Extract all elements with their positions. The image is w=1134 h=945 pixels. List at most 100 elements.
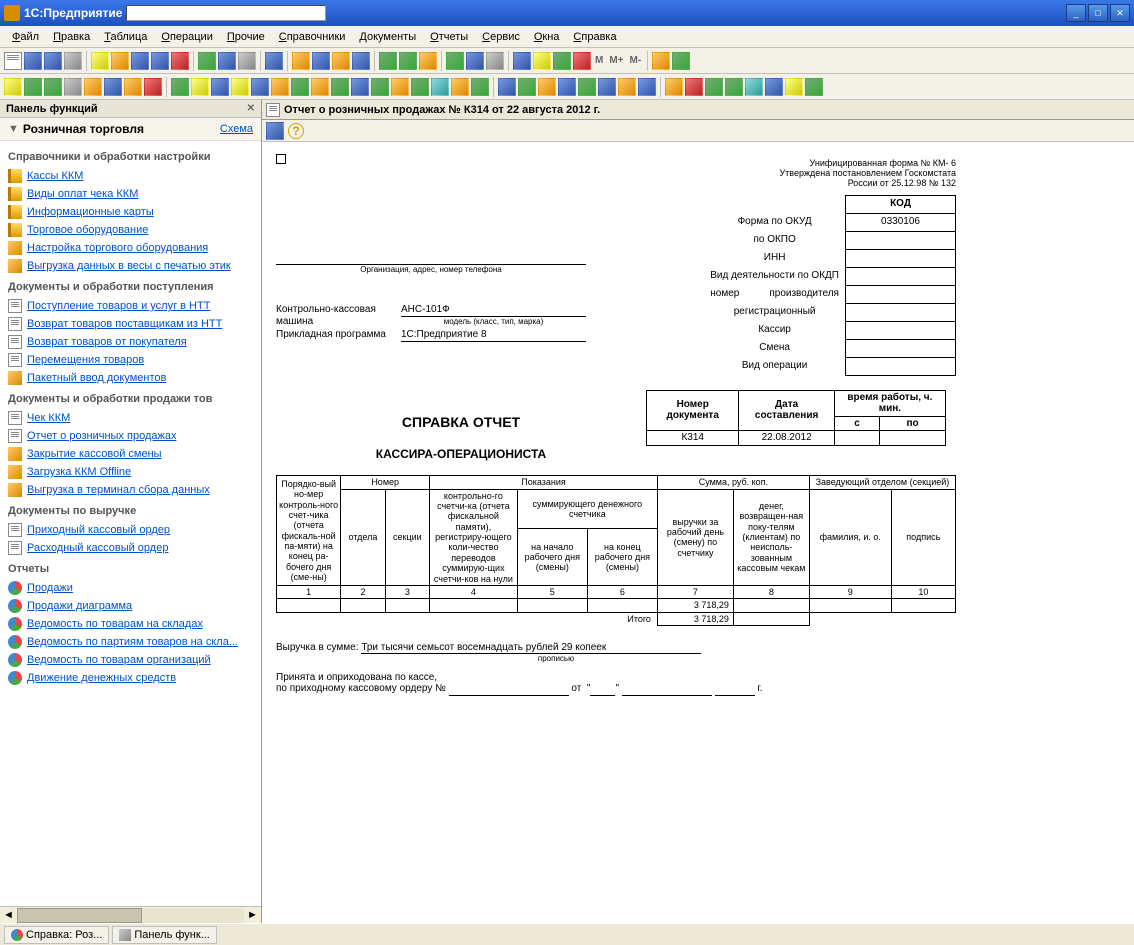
toolbar-icon[interactable] — [44, 78, 62, 96]
toolbar-icon[interactable] — [211, 78, 229, 96]
sidebar-item[interactable]: Закрытие кассовой смены — [2, 445, 259, 463]
toolbar-icon[interactable] — [104, 78, 122, 96]
sidebar-item[interactable]: Торговое оборудование — [2, 221, 259, 239]
toolbar-icon[interactable] — [451, 78, 469, 96]
toolbar-icon[interactable] — [705, 78, 723, 96]
sidebar-item[interactable]: Ведомость по партиям товаров на скла... — [2, 633, 259, 651]
sidebar-item-link[interactable]: Ведомость по товарам организаций — [27, 654, 211, 666]
toolbar-icon[interactable] — [553, 52, 571, 70]
sidebar-item-link[interactable]: Ведомость по товарам на складах — [27, 618, 203, 630]
maximize-button[interactable]: □ — [1088, 4, 1108, 22]
sidebar-item-link[interactable]: Кассы ККМ — [27, 170, 83, 182]
sidebar-item-link[interactable]: Виды оплат чека ККМ — [27, 188, 138, 200]
toolbar-icon[interactable] — [151, 52, 169, 70]
toolbar-icon[interactable] — [24, 52, 42, 70]
toolbar-icon[interactable] — [171, 52, 189, 70]
taskbar-button[interactable]: Справка: Роз... — [4, 926, 109, 944]
toolbar-icon[interactable] — [578, 78, 596, 96]
menu-windows[interactable]: Окна — [528, 29, 566, 45]
toolbar-icon[interactable] — [399, 52, 417, 70]
sidebar-item-link[interactable]: Отчет о розничных продажах — [27, 430, 176, 442]
toolbar-icon[interactable] — [745, 78, 763, 96]
sidebar-item[interactable]: Виды оплат чека ККМ — [2, 185, 259, 203]
sidebar-item-link[interactable]: Возврат товаров от покупателя — [27, 336, 187, 348]
menu-file[interactable]: Файл — [6, 29, 45, 45]
toolbar-icon[interactable] — [665, 78, 683, 96]
sidebar-item[interactable]: Чек ККМ — [2, 409, 259, 427]
sidebar-h-scrollbar[interactable]: ◄ ► — [0, 906, 261, 923]
toolbar-icon[interactable] — [466, 52, 484, 70]
sidebar-item[interactable]: Ведомость по товарам на складах — [2, 615, 259, 633]
sidebar-item-link[interactable]: Ведомость по партиям товаров на скла... — [27, 636, 238, 648]
toolbar-icon[interactable] — [486, 52, 504, 70]
toolbar-icon[interactable] — [498, 78, 516, 96]
sidebar-item-link[interactable]: Продажи — [27, 582, 73, 594]
menu-edit[interactable]: Правка — [47, 29, 96, 45]
sidebar-item-link[interactable]: Поступление товаров и услуг в НТТ — [27, 300, 210, 312]
sidebar-scheme-link[interactable]: Схема — [220, 123, 253, 135]
toolbar-icon[interactable] — [218, 52, 236, 70]
toolbar-icon[interactable] — [805, 78, 823, 96]
toolbar-icon[interactable] — [638, 78, 656, 96]
titlebar-search-input[interactable] — [126, 5, 326, 21]
toolbar-icon[interactable] — [598, 78, 616, 96]
sidebar-item[interactable]: Информационные карты — [2, 203, 259, 221]
toolbar-icon[interactable] — [311, 78, 329, 96]
sidebar-item-link[interactable]: Торговое оборудование — [27, 224, 148, 236]
toolbar-icon[interactable] — [91, 52, 109, 70]
toolbar-icon[interactable] — [471, 78, 489, 96]
menu-catalogs[interactable]: Справочники — [273, 29, 352, 45]
sidebar-item[interactable]: Выгрузка данных в весы с печатью этик — [2, 257, 259, 275]
sidebar-pane-header[interactable]: ▼ Розничная торговля Схема — [0, 118, 261, 141]
sidebar-item[interactable]: Возврат товаров от покупателя — [2, 333, 259, 351]
sidebar-item-link[interactable]: Расходный кассовый ордер — [27, 542, 168, 554]
toolbar-icon[interactable] — [371, 78, 389, 96]
toolbar-icon[interactable] — [265, 52, 283, 70]
sidebar-item[interactable]: Настройка торгового оборудования — [2, 239, 259, 257]
toolbar-memory-Mminus[interactable]: M- — [628, 55, 644, 66]
toolbar-icon[interactable] — [558, 78, 576, 96]
sidebar-item-link[interactable]: Информационные карты — [27, 206, 154, 218]
toolbar-memory-Mplus[interactable]: M+ — [607, 55, 625, 66]
toolbar-icon[interactable] — [533, 52, 551, 70]
sidebar-item[interactable]: Пакетный ввод документов — [2, 369, 259, 387]
toolbar-icon[interactable] — [672, 52, 690, 70]
doc-print-icon[interactable] — [266, 122, 284, 140]
toolbar-icon[interactable] — [124, 78, 142, 96]
toolbar-memory-M[interactable]: M — [593, 55, 605, 66]
sidebar-item[interactable]: Приходный кассовый ордер — [2, 521, 259, 539]
sidebar-item[interactable]: Продажи — [2, 579, 259, 597]
toolbar-icon[interactable] — [725, 78, 743, 96]
sidebar-item-link[interactable]: Движение денежных средств — [27, 672, 176, 684]
toolbar-icon[interactable] — [391, 78, 409, 96]
toolbar-icon[interactable] — [538, 78, 556, 96]
sidebar-item[interactable]: Кассы ККМ — [2, 167, 259, 185]
sidebar-item-link[interactable]: Настройка торгового оборудования — [27, 242, 208, 254]
toolbar-icon[interactable] — [198, 52, 216, 70]
sidebar-item[interactable]: Ведомость по товарам организаций — [2, 651, 259, 669]
toolbar-icon[interactable] — [379, 52, 397, 70]
menu-reports[interactable]: Отчеты — [424, 29, 474, 45]
sidebar-item-link[interactable]: Чек ККМ — [27, 412, 70, 424]
toolbar-icon[interactable] — [291, 78, 309, 96]
taskbar-button[interactable]: Панель функ... — [112, 926, 217, 944]
sidebar-item-link[interactable]: Выгрузка данных в весы с печатью этик — [27, 260, 231, 272]
menu-table[interactable]: Таблица — [98, 29, 153, 45]
page-checkbox[interactable] — [276, 154, 286, 164]
toolbar-icon[interactable] — [513, 52, 531, 70]
toolbar-icon[interactable] — [446, 52, 464, 70]
sidebar-item[interactable]: Загрузка ККМ Offline — [2, 463, 259, 481]
menu-other[interactable]: Прочие — [221, 29, 271, 45]
toolbar-icon[interactable] — [573, 52, 591, 70]
toolbar-icon[interactable] — [431, 78, 449, 96]
sidebar-item-link[interactable]: Приходный кассовый ордер — [27, 524, 170, 536]
menu-help[interactable]: Справка — [567, 29, 622, 45]
sidebar-item-link[interactable]: Продажи диаграмма — [27, 600, 132, 612]
close-button[interactable]: ✕ — [1110, 4, 1130, 22]
sidebar-item[interactable]: Возврат товаров поставщикам из НТТ — [2, 315, 259, 333]
sidebar-item[interactable]: Выгрузка в терминал сбора данных — [2, 481, 259, 499]
toolbar-icon[interactable] — [238, 52, 256, 70]
toolbar-icon[interactable] — [351, 78, 369, 96]
toolbar-icon[interactable] — [292, 52, 310, 70]
toolbar-icon[interactable] — [331, 78, 349, 96]
